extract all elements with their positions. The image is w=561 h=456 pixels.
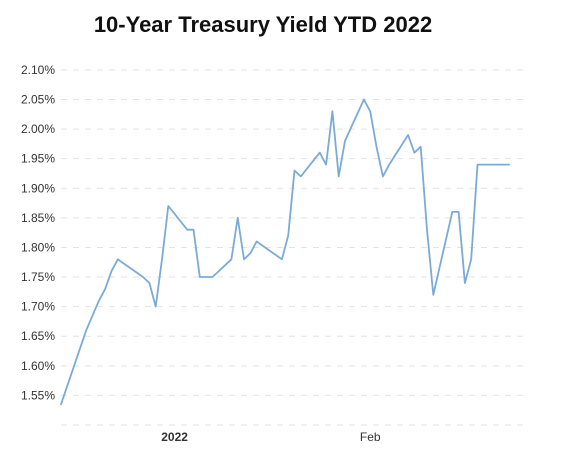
data-point[interactable]: [411, 150, 417, 156]
data-point[interactable]: [468, 256, 474, 262]
x-tick-label: 2022: [161, 430, 188, 444]
data-point[interactable]: [102, 286, 108, 292]
data-point[interactable]: [235, 215, 241, 221]
y-tick-label: 1.90%: [21, 181, 55, 195]
data-point[interactable]: [418, 144, 424, 150]
y-axis-ticks: 1.55% 1.60% 1.65% 1.70% 1.75% 1.80% 1.85% 1.90%…: [21, 63, 55, 403]
data-point[interactable]: [298, 173, 304, 179]
data-point[interactable]: [146, 280, 152, 286]
data-point[interactable]: [115, 256, 121, 262]
y-tick-label: 1.95%: [21, 152, 55, 166]
data-point[interactable]: [247, 250, 253, 256]
y-tick-label: 1.85%: [21, 211, 55, 225]
data-point[interactable]: [191, 227, 197, 233]
data-point[interactable]: [197, 274, 203, 280]
data-point[interactable]: [500, 162, 506, 168]
data-point[interactable]: [374, 144, 380, 150]
data-point[interactable]: [342, 138, 348, 144]
data-point[interactable]: [424, 227, 430, 233]
data-point[interactable]: [361, 96, 367, 102]
series-line: [60, 98, 511, 406]
data-point[interactable]: [140, 274, 146, 280]
data-point[interactable]: [203, 274, 209, 280]
data-point[interactable]: [241, 256, 247, 262]
y-tick-label: 1.60%: [21, 359, 55, 373]
data-point[interactable]: [430, 292, 436, 298]
data-point[interactable]: [386, 162, 392, 168]
data-point[interactable]: [83, 327, 89, 333]
data-point[interactable]: [292, 167, 298, 173]
data-point[interactable]: [58, 401, 64, 407]
series-group: [58, 96, 512, 407]
data-point[interactable]: [380, 173, 386, 179]
data-point[interactable]: [228, 256, 234, 262]
data-point[interactable]: [336, 173, 342, 179]
data-point[interactable]: [108, 268, 114, 274]
data-point[interactable]: [323, 162, 329, 168]
data-point[interactable]: [159, 256, 165, 262]
data-point[interactable]: [462, 280, 468, 286]
data-point[interactable]: [184, 227, 190, 233]
data-point[interactable]: [449, 209, 455, 215]
y-tick-label: 2.10%: [21, 63, 55, 77]
data-point[interactable]: [279, 256, 285, 262]
y-tick-label: 2.00%: [21, 122, 55, 136]
y-tick-label: 1.55%: [21, 388, 55, 402]
y-tick-label: 1.70%: [21, 300, 55, 314]
data-point[interactable]: [254, 239, 260, 245]
y-tick-label: 1.80%: [21, 240, 55, 254]
data-point[interactable]: [506, 162, 512, 168]
data-point[interactable]: [153, 304, 159, 310]
y-tick-label: 1.65%: [21, 329, 55, 343]
gridlines: [61, 69, 528, 426]
data-point[interactable]: [317, 150, 323, 156]
data-point[interactable]: [405, 132, 411, 138]
data-point[interactable]: [165, 203, 171, 209]
y-tick-label: 2.05%: [21, 92, 55, 106]
data-point[interactable]: [96, 298, 102, 304]
data-point[interactable]: [475, 162, 481, 168]
y-tick-label: 1.75%: [21, 270, 55, 284]
x-tick-label: Feb: [360, 430, 381, 444]
data-point[interactable]: [329, 108, 335, 114]
data-point[interactable]: [285, 233, 291, 239]
data-point[interactable]: [209, 274, 215, 280]
data-point[interactable]: [456, 209, 462, 215]
chart-title: 10-Year Treasury Yield YTD 2022: [94, 12, 432, 37]
data-point[interactable]: [367, 108, 373, 114]
x-axis-ticks: 2022 Feb: [161, 430, 381, 444]
